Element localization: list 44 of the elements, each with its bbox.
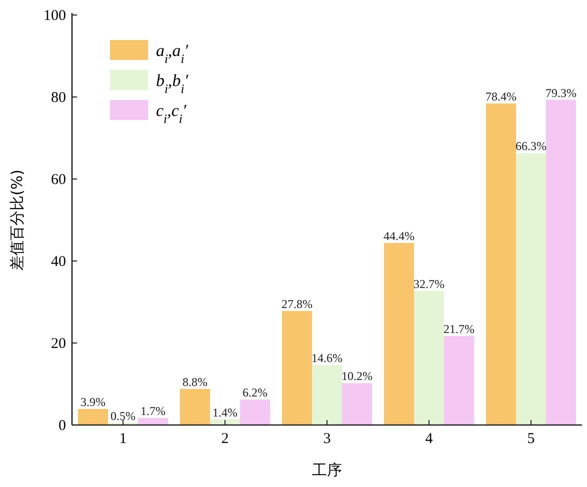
x-tick-label: 2 (221, 431, 229, 447)
bar (546, 100, 576, 425)
bar (312, 365, 342, 425)
data-label: 3.9% (80, 395, 106, 410)
x-axis-title: 工序 (312, 461, 342, 479)
legend-label: a$_{i}$,a$_{i}$′ (156, 41, 188, 66)
bar (138, 418, 168, 425)
legend-label: b$_{i}$,b$_{i}$′ (156, 71, 188, 96)
data-label: 10.2% (342, 369, 372, 384)
x-tick-label: 1 (119, 431, 127, 447)
y-tick-label: 40 (51, 254, 66, 270)
y-tick-label: 100 (44, 8, 66, 24)
bar (444, 336, 474, 425)
bar (414, 290, 444, 425)
bar (384, 242, 414, 425)
bar (240, 400, 270, 425)
x-tick-label: 5 (527, 431, 535, 447)
y-axis-title: 差值百分比(%) (8, 170, 26, 270)
x-tick-label: 3 (323, 431, 331, 447)
data-label: 1.4% (212, 405, 238, 420)
x-tick-label: 4 (425, 431, 434, 447)
data-label: 1.7% (140, 404, 166, 418)
legend-label: c$_{i}$,c$_{i}$′ (156, 101, 186, 126)
data-label: 66.3% (516, 139, 546, 154)
data-label: 78.4% (486, 90, 516, 104)
data-label: 27.8% (282, 297, 312, 312)
y-tick-label: 20 (51, 336, 66, 352)
y-tick-label: 60 (51, 172, 66, 188)
data-label: 8.8% (182, 374, 208, 389)
data-label: 79.3% (546, 86, 576, 100)
bar (282, 311, 312, 425)
data-label: 14.6% (312, 351, 342, 366)
bar (78, 409, 108, 425)
data-label: 44.4% (384, 228, 414, 243)
y-tick-label: 0 (58, 418, 66, 434)
bar (342, 383, 372, 425)
data-label: 6.2% (242, 386, 268, 400)
y-tick-label: 80 (51, 90, 66, 106)
bar (180, 388, 210, 425)
data-label: 21.7% (444, 322, 474, 336)
bar (516, 153, 546, 425)
data-label: 32.7% (414, 276, 444, 291)
data-label: 0.5% (110, 408, 136, 423)
bar (486, 104, 516, 425)
